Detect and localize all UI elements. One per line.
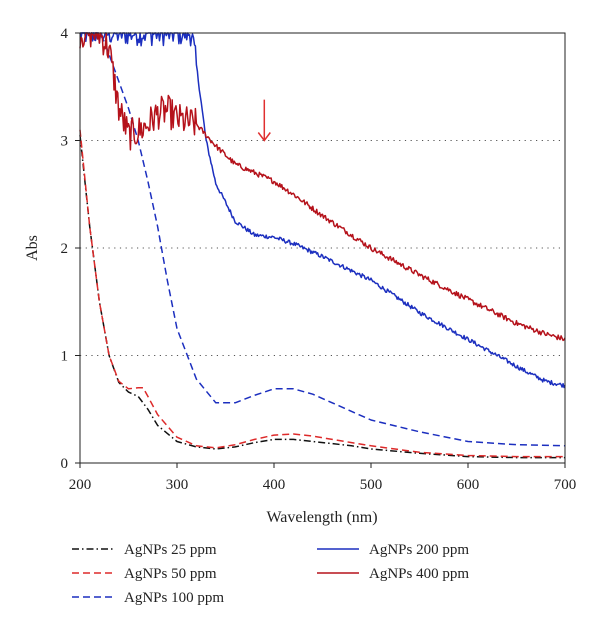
series-line-2 <box>80 32 566 447</box>
series-lines <box>79 32 566 459</box>
grid-lines <box>80 140 565 356</box>
legend-label-2: AgNPs 100 ppm <box>124 590 224 606</box>
x-tick-label-1: 300 <box>166 477 189 493</box>
legend: AgNPs 25 ppm AgNPs 50 ppm AgNPs 100 ppm AgN… <box>72 542 469 606</box>
y-tick-label-0: 0 <box>61 456 69 472</box>
series-line-1 <box>79 129 565 458</box>
series-line-0 <box>79 135 565 459</box>
series-line-3 <box>79 32 566 389</box>
legend-label-3: AgNPs 200 ppm <box>369 542 469 558</box>
x-tick-label-2: 400 <box>263 477 286 493</box>
y-tick-label-2: 2 <box>61 241 69 257</box>
axis-ticks: 200 300 400 500 600 700 0 1 2 3 4 <box>61 26 577 493</box>
y-axis-label: Abs <box>24 235 41 261</box>
y-tick-label-3: 3 <box>61 134 69 150</box>
legend-label-0: AgNPs 25 ppm <box>124 542 217 558</box>
y-tick-label-1: 1 <box>61 349 69 365</box>
y-tick-label-4: 4 <box>61 26 69 42</box>
series-line-4 <box>79 32 566 342</box>
legend-label-4: AgNPs 400 ppm <box>369 566 469 582</box>
x-tick-label-3: 500 <box>360 477 383 493</box>
arrow-head <box>257 132 271 142</box>
annotation <box>257 99 271 142</box>
x-tick-label-5: 700 <box>554 477 577 493</box>
legend-label-1: AgNPs 50 ppm <box>124 566 217 582</box>
x-tick-label-0: 200 <box>69 477 92 493</box>
x-axis-label: Wavelength (nm) <box>266 509 377 526</box>
x-tick-label-4: 600 <box>457 477 480 493</box>
